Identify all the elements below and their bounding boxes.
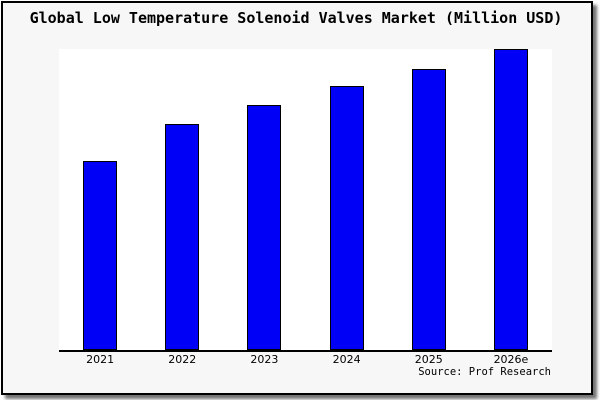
- source-credit: Source: Prof Research: [418, 366, 551, 378]
- bar-2024: [329, 86, 364, 350]
- x-tick-label-2023: 2023: [250, 353, 279, 366]
- bars-container: [59, 49, 552, 350]
- x-tick-label-2025: 2025: [414, 353, 443, 366]
- x-tick-label-2021: 2021: [86, 353, 115, 366]
- x-tick-label-2024: 2024: [332, 353, 361, 366]
- plot-area: [59, 49, 552, 352]
- bar-2023: [247, 105, 282, 350]
- bar-2021: [83, 161, 118, 350]
- x-axis-labels: 2021 2022 2023 2024 2025 2026e: [59, 353, 552, 366]
- chart-title: Global Low Temperature Solenoid Valves M…: [29, 9, 563, 27]
- bar-2026e: [493, 49, 528, 350]
- bar-2025: [411, 69, 446, 350]
- x-tick-label-2022: 2022: [168, 353, 197, 366]
- bar-2022: [165, 124, 200, 350]
- x-tick-label-2026e: 2026e: [493, 353, 529, 366]
